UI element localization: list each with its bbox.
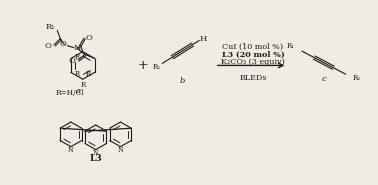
Text: R=H/Cl: R=H/Cl xyxy=(56,89,85,97)
Text: H: H xyxy=(200,36,207,43)
Text: b: b xyxy=(180,77,185,85)
Text: N: N xyxy=(68,146,74,154)
Text: a: a xyxy=(75,87,80,95)
Text: CuI (10 mol %): CuI (10 mol %) xyxy=(223,43,284,51)
Text: O: O xyxy=(44,42,51,50)
Text: R₂: R₂ xyxy=(353,74,361,82)
Text: K₂CO₃ (3 equiv): K₂CO₃ (3 equiv) xyxy=(221,58,285,66)
Text: N: N xyxy=(73,44,81,52)
Text: N: N xyxy=(118,146,123,154)
Text: O: O xyxy=(68,57,75,65)
Text: R: R xyxy=(75,53,80,60)
Text: c: c xyxy=(322,75,326,83)
Text: R₁: R₁ xyxy=(287,42,295,50)
Text: BLEDs: BLEDs xyxy=(239,74,267,82)
Text: +: + xyxy=(138,59,149,72)
Text: R: R xyxy=(80,81,85,89)
Text: R₂: R₂ xyxy=(152,63,160,71)
Text: L3 (20 mol %): L3 (20 mol %) xyxy=(222,51,284,59)
Text: N: N xyxy=(93,149,99,157)
Text: R: R xyxy=(75,70,80,78)
Text: O: O xyxy=(59,40,66,48)
Text: L3: L3 xyxy=(89,154,102,163)
Text: O: O xyxy=(86,34,93,42)
Text: R: R xyxy=(85,70,90,78)
Text: R₁: R₁ xyxy=(46,23,55,31)
